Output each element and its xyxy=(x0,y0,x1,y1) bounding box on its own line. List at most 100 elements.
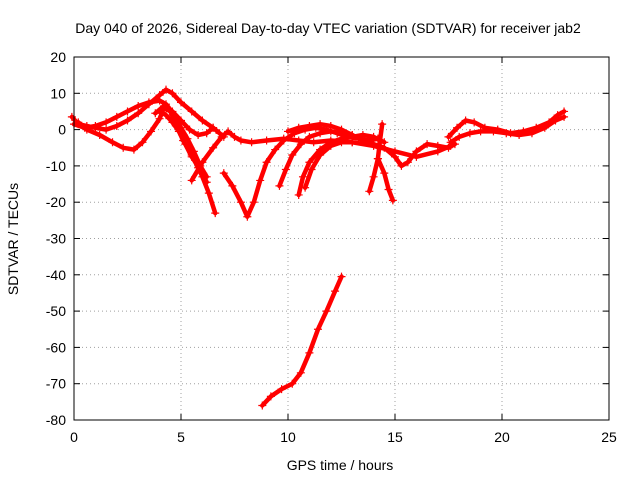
data-point xyxy=(277,385,286,394)
data-point xyxy=(305,348,314,357)
data-point xyxy=(162,111,171,120)
y-tick-label: -40 xyxy=(46,267,66,283)
data-point xyxy=(243,212,252,221)
data-point xyxy=(219,169,228,178)
data-point xyxy=(279,136,288,145)
data-point xyxy=(168,118,177,127)
data-point xyxy=(444,143,453,152)
data-point xyxy=(187,152,196,161)
data-point xyxy=(288,379,297,388)
data-point xyxy=(446,138,455,147)
data-point xyxy=(476,127,485,136)
y-tick-label: 10 xyxy=(50,85,66,101)
data-point xyxy=(256,176,265,185)
y-tick-label: -60 xyxy=(46,339,66,355)
data-point xyxy=(294,123,303,132)
data-point xyxy=(455,132,464,141)
data-point xyxy=(326,141,335,150)
data-point xyxy=(444,132,453,141)
data-point xyxy=(348,131,357,140)
data-point xyxy=(108,138,117,147)
y-axis-label: SDTVAR / TECUs xyxy=(5,183,21,295)
data-point xyxy=(181,140,190,149)
data-point xyxy=(337,272,346,281)
data-point xyxy=(134,102,143,111)
data-point xyxy=(412,147,421,156)
data-point xyxy=(80,123,89,132)
data-point xyxy=(204,189,213,198)
data-point xyxy=(337,125,346,134)
y-tick-label: -70 xyxy=(46,376,66,392)
data-point xyxy=(102,118,111,127)
data-point xyxy=(123,107,132,116)
y-tick-label: -50 xyxy=(46,303,66,319)
data-point xyxy=(391,152,399,161)
data-point xyxy=(380,169,389,178)
data-point xyxy=(185,125,194,134)
x-tick-label: 5 xyxy=(177,429,185,445)
data-point xyxy=(129,145,138,154)
y-tick-label: -80 xyxy=(46,412,66,428)
data-point xyxy=(453,123,462,132)
x-tick-label: 25 xyxy=(601,429,617,445)
data-point xyxy=(316,151,325,160)
data-point xyxy=(348,138,357,147)
series-s8 xyxy=(275,127,357,190)
data-point xyxy=(560,112,569,121)
data-point xyxy=(461,116,470,125)
plot-area xyxy=(67,85,569,410)
data-point xyxy=(123,116,132,125)
data-point xyxy=(224,127,233,136)
data-point xyxy=(388,196,397,205)
data-point xyxy=(397,161,406,170)
x-tick-label: 0 xyxy=(70,429,78,445)
data-point xyxy=(155,96,164,105)
data-point xyxy=(331,287,340,296)
data-point xyxy=(337,138,346,147)
data-point xyxy=(527,129,536,138)
data-point xyxy=(358,136,367,145)
x-tick-label: 15 xyxy=(387,429,403,445)
data-point xyxy=(305,158,314,167)
data-point xyxy=(262,136,271,145)
data-point xyxy=(281,165,290,174)
data-point xyxy=(540,123,549,132)
data-point xyxy=(209,143,218,152)
data-point xyxy=(258,401,267,410)
series-s11 xyxy=(365,120,387,196)
chart-title: Day 040 of 2026, Sidereal Day-to-day VTE… xyxy=(75,20,581,36)
data-point xyxy=(298,172,307,181)
data-point xyxy=(296,368,305,377)
data-point xyxy=(373,154,382,163)
data-point xyxy=(236,198,245,207)
data-point xyxy=(230,132,239,141)
data-point xyxy=(112,112,121,121)
series-line xyxy=(71,98,209,180)
x-axis-label: GPS time / hours xyxy=(287,457,394,473)
series-s15 xyxy=(446,112,569,147)
data-point xyxy=(147,127,156,136)
data-point xyxy=(305,132,314,141)
series-line xyxy=(260,274,344,408)
data-point xyxy=(423,140,432,149)
data-point xyxy=(198,158,207,167)
data-point xyxy=(369,140,378,149)
data-point xyxy=(228,181,237,190)
data-point xyxy=(134,109,143,118)
series-s10 xyxy=(301,138,357,192)
data-point xyxy=(162,85,171,94)
data-point xyxy=(112,121,121,130)
data-point xyxy=(365,187,374,196)
data-point xyxy=(95,131,104,140)
data-point xyxy=(369,132,378,141)
data-point xyxy=(168,89,177,98)
data-point xyxy=(369,172,378,181)
data-point xyxy=(102,125,111,134)
data-point xyxy=(433,141,442,150)
data-point xyxy=(262,158,271,167)
data-point xyxy=(307,165,316,174)
data-point xyxy=(202,129,211,138)
data-point xyxy=(294,190,303,199)
data-point xyxy=(284,127,292,136)
